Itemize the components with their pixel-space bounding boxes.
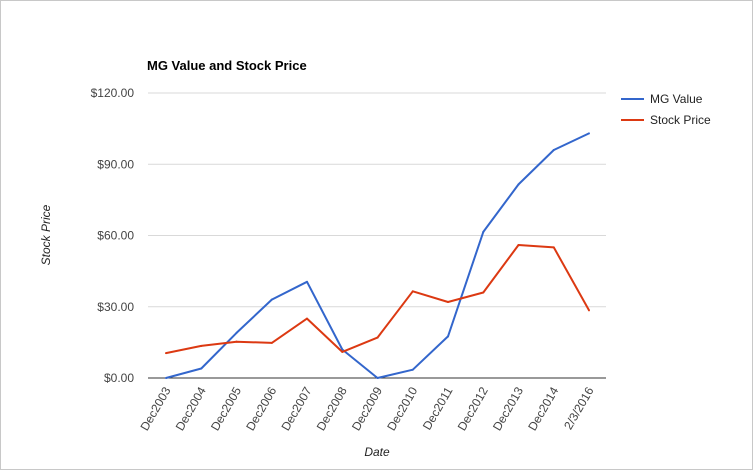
data-point-stock-price bbox=[341, 350, 344, 353]
data-point-mg-value bbox=[447, 335, 449, 338]
data-point-mg-value bbox=[165, 377, 167, 379]
y-tick-label: $30.00 bbox=[97, 300, 134, 314]
x-tick-label: Dec2003 bbox=[137, 384, 173, 433]
data-point-stock-price bbox=[552, 246, 555, 249]
data-point-mg-value bbox=[552, 149, 555, 151]
x-tick-label: Dec2014 bbox=[525, 384, 561, 433]
series-line-mg-value bbox=[165, 132, 590, 379]
data-point-stock-price bbox=[517, 244, 520, 246]
x-tick-label: Dec2004 bbox=[173, 384, 209, 433]
data-point-mg-value bbox=[482, 230, 485, 233]
data-point-mg-value bbox=[411, 368, 414, 371]
y-tick-label: $60.00 bbox=[97, 229, 134, 243]
data-point-mg-value bbox=[341, 348, 344, 351]
y-tick-label: $0.00 bbox=[104, 371, 134, 385]
x-tick-label: Dec2005 bbox=[208, 384, 244, 433]
x-tick-label: Dec2011 bbox=[420, 384, 456, 432]
legend-label: Stock Price bbox=[650, 113, 711, 127]
data-point-stock-price bbox=[165, 352, 167, 355]
data-point-mg-value bbox=[306, 280, 308, 283]
x-axis-ticks: Dec2003 Dec2004 Dec2005 Dec2006 Dec2007 Dec20… bbox=[137, 384, 596, 433]
data-point-mg-value bbox=[517, 183, 520, 186]
data-point-stock-price bbox=[447, 301, 449, 303]
x-tick-label: Dec2013 bbox=[490, 384, 526, 433]
data-point-stock-price bbox=[200, 344, 203, 347]
data-point-mg-value bbox=[200, 367, 203, 370]
x-tick-label: Dec2008 bbox=[314, 384, 350, 433]
data-point-stock-price bbox=[482, 291, 485, 294]
legend: MG Value Stock Price bbox=[621, 92, 711, 127]
data-point-stock-price bbox=[411, 290, 414, 293]
data-point-mg-value bbox=[588, 132, 590, 135]
x-tick-label: Dec2009 bbox=[349, 384, 385, 433]
x-tick-label: 2/3/2016 bbox=[561, 384, 597, 432]
y-tick-label: $120.00 bbox=[91, 86, 135, 100]
y-axis-title: Stock Price bbox=[39, 204, 53, 265]
data-point-mg-value bbox=[376, 377, 379, 379]
data-point-mg-value bbox=[270, 298, 273, 301]
x-tick-label: Dec2006 bbox=[243, 384, 279, 433]
chart-title: MG Value and Stock Price bbox=[147, 58, 307, 73]
x-tick-label: Dec2010 bbox=[384, 384, 420, 433]
y-tick-label: $90.00 bbox=[97, 157, 134, 171]
series-lines bbox=[165, 132, 590, 379]
data-point-stock-price bbox=[306, 317, 308, 320]
data-point-stock-price bbox=[270, 341, 273, 344]
grid-lines bbox=[148, 92, 606, 308]
data-point-stock-price bbox=[235, 340, 238, 343]
x-axis-title: Date bbox=[364, 445, 390, 459]
y-axis-ticks: $0.00 $30.00 $60.00 $90.00 $120.00 bbox=[91, 86, 135, 385]
x-tick-label: Dec2007 bbox=[278, 384, 314, 433]
data-point-stock-price bbox=[376, 336, 379, 339]
data-point-mg-value bbox=[235, 331, 238, 334]
data-point-stock-price bbox=[588, 309, 590, 312]
legend-label: MG Value bbox=[650, 92, 703, 106]
x-tick-label: Dec2012 bbox=[455, 384, 491, 433]
